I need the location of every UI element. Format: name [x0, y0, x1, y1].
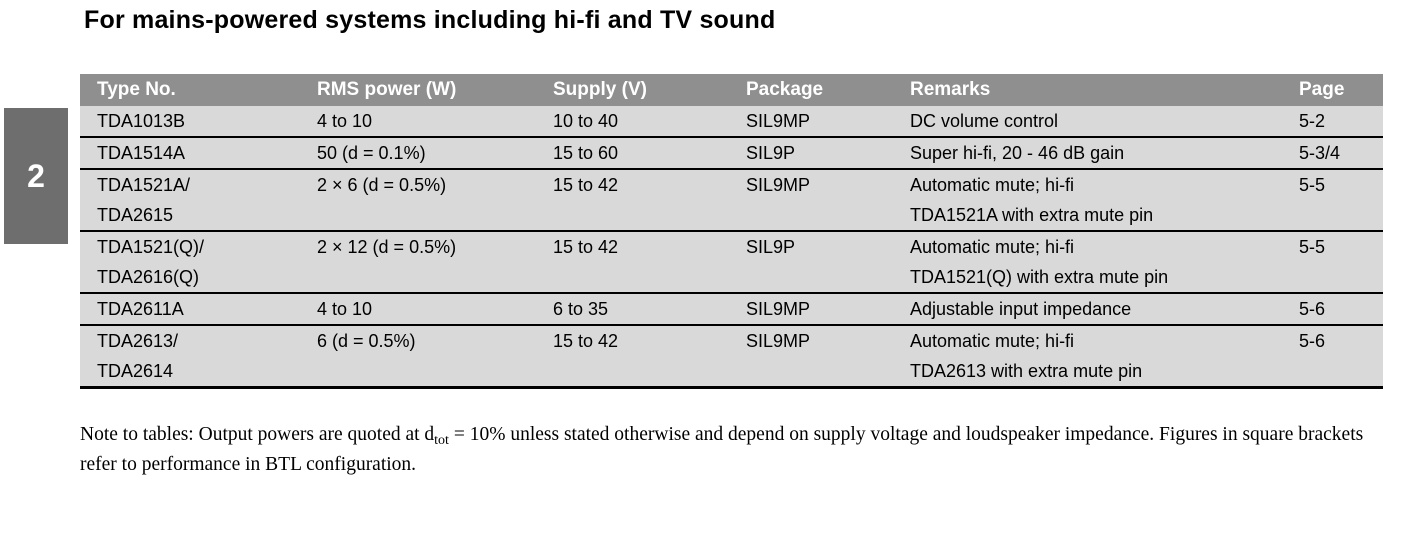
type-no-line: TDA2613/	[97, 331, 179, 351]
amplifier-table: Type No. RMS power (W) Supply (V) Packag…	[80, 74, 1383, 389]
cell-rms-power: 50 (d = 0.1%)	[300, 137, 536, 169]
type-no-line: TDA1514A	[97, 143, 186, 163]
cell-type-no: TDA1521A/ TDA2615	[80, 169, 300, 231]
header-rms-power: RMS power (W)	[300, 74, 536, 106]
type-no-line: TDA2615	[97, 205, 174, 225]
table-row: TDA2613/ TDA2614 6 (d = 0.5%) 15 to 42 S…	[80, 325, 1383, 388]
cell-remarks: Adjustable input impedance	[893, 293, 1299, 325]
type-no-line: TDA1013B	[97, 111, 186, 131]
cell-rms-power: 2 × 6 (d = 0.5%)	[300, 169, 536, 231]
note-text-end: = 10% unless stated otherwise and depend…	[80, 424, 1364, 475]
header-remarks: Remarks	[893, 74, 1299, 106]
cell-remarks: Automatic mute; hi-fi TDA2613 with extra…	[893, 325, 1299, 388]
header-supply: Supply (V)	[536, 74, 729, 106]
cell-page: 5-5	[1299, 169, 1383, 231]
remarks-line: TDA1521A with extra mute pin	[910, 205, 1154, 225]
cell-rms-power: 4 to 10	[300, 293, 536, 325]
remarks-line: Adjustable input impedance	[910, 299, 1132, 319]
cell-page: 5-3/4	[1299, 137, 1383, 169]
cell-supply: 15 to 42	[536, 231, 729, 293]
type-no-line: TDA2614	[97, 361, 174, 381]
page-title: For mains-powered systems including hi-f…	[84, 6, 776, 34]
note-label: Note to tables:	[80, 424, 194, 445]
table-header-row: Type No. RMS power (W) Supply (V) Packag…	[80, 74, 1383, 106]
cell-rms-power: 4 to 10	[300, 106, 536, 137]
note-subscript: tot	[434, 433, 449, 448]
cell-remarks: DC volume control	[893, 106, 1299, 137]
cell-rms-power: 2 × 12 (d = 0.5%)	[300, 231, 536, 293]
table-row: TDA1521A/ TDA2615 2 × 6 (d = 0.5%) 15 to…	[80, 169, 1383, 231]
cell-type-no: TDA1514A	[80, 137, 300, 169]
note-text-start: Output powers are quoted at d	[193, 424, 435, 445]
cell-package: SIL9P	[729, 231, 893, 293]
cell-package: SIL9MP	[729, 169, 893, 231]
cell-page: 5-6	[1299, 293, 1383, 325]
cell-supply: 6 to 35	[536, 293, 729, 325]
type-no-line: TDA1521A/	[97, 175, 191, 195]
cell-supply: 15 to 42	[536, 325, 729, 388]
cell-remarks: Super hi-fi, 20 - 46 dB gain	[893, 137, 1299, 169]
cell-type-no: TDA1013B	[80, 106, 300, 137]
header-type-no: Type No.	[80, 74, 300, 106]
cell-type-no: TDA1521(Q)/ TDA2616(Q)	[80, 231, 300, 293]
cell-package: SIL9P	[729, 137, 893, 169]
remarks-line: Automatic mute; hi-fi	[910, 237, 1075, 257]
cell-remarks: Automatic mute; hi-fi TDA1521(Q) with ex…	[893, 231, 1299, 293]
table-row: TDA1514A 50 (d = 0.1%) 15 to 60 SIL9P Su…	[80, 137, 1383, 169]
table-row: TDA1013B 4 to 10 10 to 40 SIL9MP DC volu…	[80, 106, 1383, 137]
table-note: Note to tables: Output powers are quoted…	[80, 420, 1380, 480]
cell-type-no: TDA2613/ TDA2614	[80, 325, 300, 388]
cell-page: 5-2	[1299, 106, 1383, 137]
cell-package: SIL9MP	[729, 106, 893, 137]
table-row: TDA2611A 4 to 10 6 to 35 SIL9MP Adjustab…	[80, 293, 1383, 325]
remarks-line: DC volume control	[910, 111, 1059, 131]
cell-rms-power: 6 (d = 0.5%)	[300, 325, 536, 388]
type-no-line: TDA1521(Q)/	[97, 237, 205, 257]
cell-package: SIL9MP	[729, 325, 893, 388]
type-no-line: TDA2616(Q)	[97, 267, 200, 287]
cell-supply: 10 to 40	[536, 106, 729, 137]
remarks-line: TDA1521(Q) with extra mute pin	[910, 267, 1169, 287]
cell-type-no: TDA2611A	[80, 293, 300, 325]
cell-page: 5-5	[1299, 231, 1383, 293]
table-row: TDA1521(Q)/ TDA2616(Q) 2 × 12 (d = 0.5%)…	[80, 231, 1383, 293]
cell-supply: 15 to 42	[536, 169, 729, 231]
section-tab-marker: 2	[4, 108, 68, 244]
remarks-line: Automatic mute; hi-fi	[910, 331, 1075, 351]
cell-supply: 15 to 60	[536, 137, 729, 169]
remarks-line: Super hi-fi, 20 - 46 dB gain	[910, 143, 1125, 163]
cell-page: 5-6	[1299, 325, 1383, 388]
cell-remarks: Automatic mute; hi-fi TDA1521A with extr…	[893, 169, 1299, 231]
type-no-line: TDA2611A	[97, 299, 184, 319]
remarks-line: TDA2613 with extra mute pin	[910, 361, 1143, 381]
cell-package: SIL9MP	[729, 293, 893, 325]
header-package: Package	[729, 74, 893, 106]
remarks-line: Automatic mute; hi-fi	[910, 175, 1075, 195]
header-page: Page	[1299, 74, 1383, 106]
